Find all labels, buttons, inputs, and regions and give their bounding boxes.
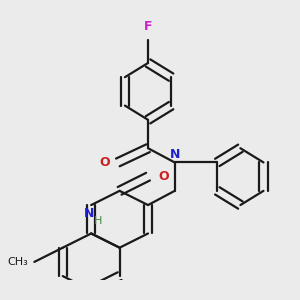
Text: N: N — [170, 148, 181, 161]
Text: N: N — [84, 207, 94, 220]
Text: CH₃: CH₃ — [7, 257, 28, 267]
Text: F: F — [144, 20, 152, 34]
Text: O: O — [99, 156, 110, 169]
Text: O: O — [158, 170, 169, 183]
Text: H: H — [94, 216, 103, 226]
